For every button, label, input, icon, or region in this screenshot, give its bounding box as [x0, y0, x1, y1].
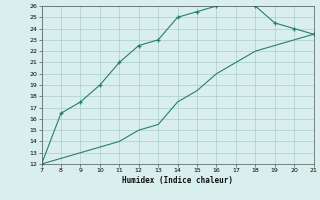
X-axis label: Humidex (Indice chaleur): Humidex (Indice chaleur): [122, 176, 233, 185]
